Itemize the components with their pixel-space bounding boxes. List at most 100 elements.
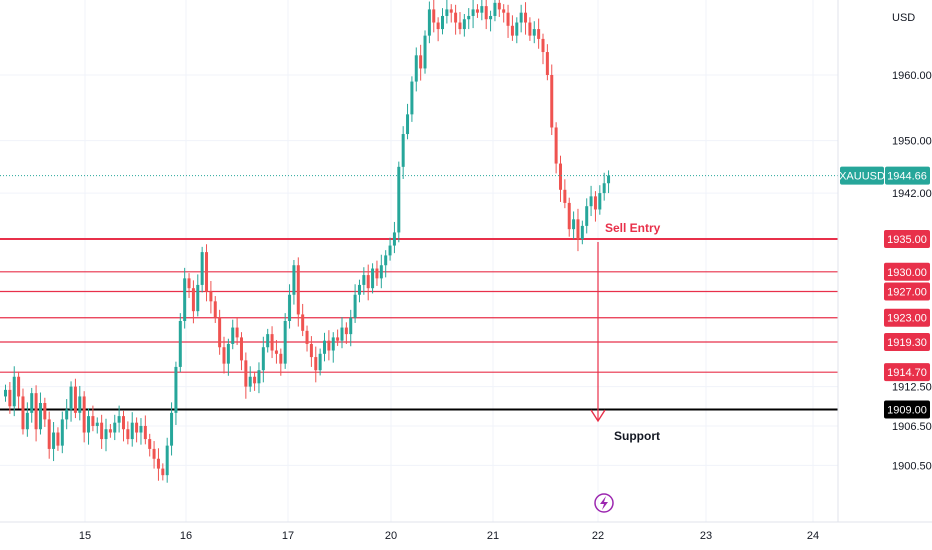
level-price-badge xyxy=(884,332,930,351)
level-price-badge xyxy=(884,400,930,419)
time-axis[interactable]: 15 16 17 20 21 22 23 24 xyxy=(0,521,932,550)
level-price-badge xyxy=(884,230,930,248)
candle-body xyxy=(401,134,405,167)
candle-body xyxy=(484,6,488,20)
price-tick-label: 1942.00 xyxy=(892,188,932,200)
level-price-label: 1909.00 xyxy=(887,405,927,417)
candle-body xyxy=(314,357,318,371)
candle-body xyxy=(135,422,139,433)
candle-body xyxy=(283,321,287,364)
candle-body xyxy=(384,255,388,266)
candle-body xyxy=(187,278,191,289)
candle-body xyxy=(279,353,283,364)
candle-body xyxy=(427,9,431,36)
candles xyxy=(4,0,611,483)
candle-body xyxy=(554,127,558,164)
candle-body xyxy=(528,22,532,36)
candle-body xyxy=(213,301,217,318)
candle-body xyxy=(423,35,427,69)
candle-body xyxy=(239,337,243,361)
candle-body xyxy=(38,403,42,430)
candle-body xyxy=(126,429,130,440)
candle-body xyxy=(406,114,410,135)
candle-body xyxy=(248,376,252,387)
price-tick-label: 1912.50 xyxy=(892,382,932,394)
candle-body xyxy=(205,252,209,292)
currency-label: USD xyxy=(892,12,915,24)
candle-body xyxy=(257,370,261,384)
candle-body xyxy=(56,432,60,446)
candle-body xyxy=(454,12,458,23)
candle-body xyxy=(362,275,366,285)
candle-body xyxy=(336,337,340,341)
annotations: Sell Entry Support xyxy=(0,175,838,443)
candle-body xyxy=(480,6,484,13)
price-tick-label: 1900.50 xyxy=(892,460,932,472)
candle-body xyxy=(589,196,593,207)
candle-body xyxy=(21,396,25,430)
candle-body xyxy=(117,416,121,423)
candle-body xyxy=(532,29,536,36)
candle-body xyxy=(371,268,375,289)
candle-body xyxy=(65,409,69,420)
level-lines xyxy=(0,238,838,411)
candle-body xyxy=(30,393,34,413)
candle-body xyxy=(432,9,436,23)
candle-body xyxy=(139,425,143,433)
candle-body xyxy=(148,439,152,449)
current-price-label: 1944.66 xyxy=(887,171,927,183)
candle-body xyxy=(47,419,51,449)
level-price-badge xyxy=(884,282,930,301)
candle-body xyxy=(318,353,322,371)
level-price-badge xyxy=(884,308,930,327)
candle-body xyxy=(502,9,506,13)
candle-body xyxy=(607,175,611,184)
candle-body xyxy=(572,219,576,230)
price-tick-label: 1960.00 xyxy=(892,70,932,82)
candle-body xyxy=(585,206,589,226)
price-axis[interactable]: USD 1935.00 1930.00 1927.00 1923.00 1919.30 1… xyxy=(837,0,932,522)
candle-body xyxy=(419,55,423,69)
candle-body xyxy=(52,432,56,449)
level-price-label: 1914.70 xyxy=(887,367,927,379)
candle-body xyxy=(309,343,313,358)
candle-body xyxy=(8,389,12,407)
candle-body xyxy=(357,284,361,295)
candle-body xyxy=(170,412,174,446)
candle-body xyxy=(567,202,571,230)
lightning-icon[interactable] xyxy=(594,493,614,513)
candle-body xyxy=(274,350,278,354)
candle-body xyxy=(113,422,117,433)
level-price-label: 1930.00 xyxy=(887,267,927,279)
candle-body xyxy=(34,393,38,430)
candle-body xyxy=(510,25,514,36)
candle-body xyxy=(78,396,82,413)
candle-body xyxy=(191,288,195,312)
candle-body xyxy=(349,317,353,335)
level-price-label: 1927.00 xyxy=(887,286,927,298)
candle-body xyxy=(226,343,230,364)
candle-body xyxy=(87,416,91,433)
date-tick-label: 21 xyxy=(487,530,499,542)
candle-body xyxy=(174,366,178,413)
candle-body xyxy=(305,330,309,344)
candle-body xyxy=(558,163,562,190)
candle-body xyxy=(414,55,418,82)
date-tick-label: 15 xyxy=(79,530,91,542)
candle-body xyxy=(196,284,200,312)
candle-body xyxy=(563,189,567,203)
candle-body xyxy=(580,225,584,239)
support-label: Support xyxy=(614,429,660,443)
candle-body xyxy=(475,9,479,13)
candle-body xyxy=(515,22,519,36)
candle-body xyxy=(397,166,401,233)
price-tick-label: 1906.50 xyxy=(892,421,932,433)
current-price-badge xyxy=(885,166,930,185)
candle-body xyxy=(244,360,248,387)
candle-body xyxy=(519,12,523,23)
candle-body xyxy=(392,232,396,246)
symbol-badge xyxy=(840,166,884,185)
level-price-badge xyxy=(884,363,930,382)
